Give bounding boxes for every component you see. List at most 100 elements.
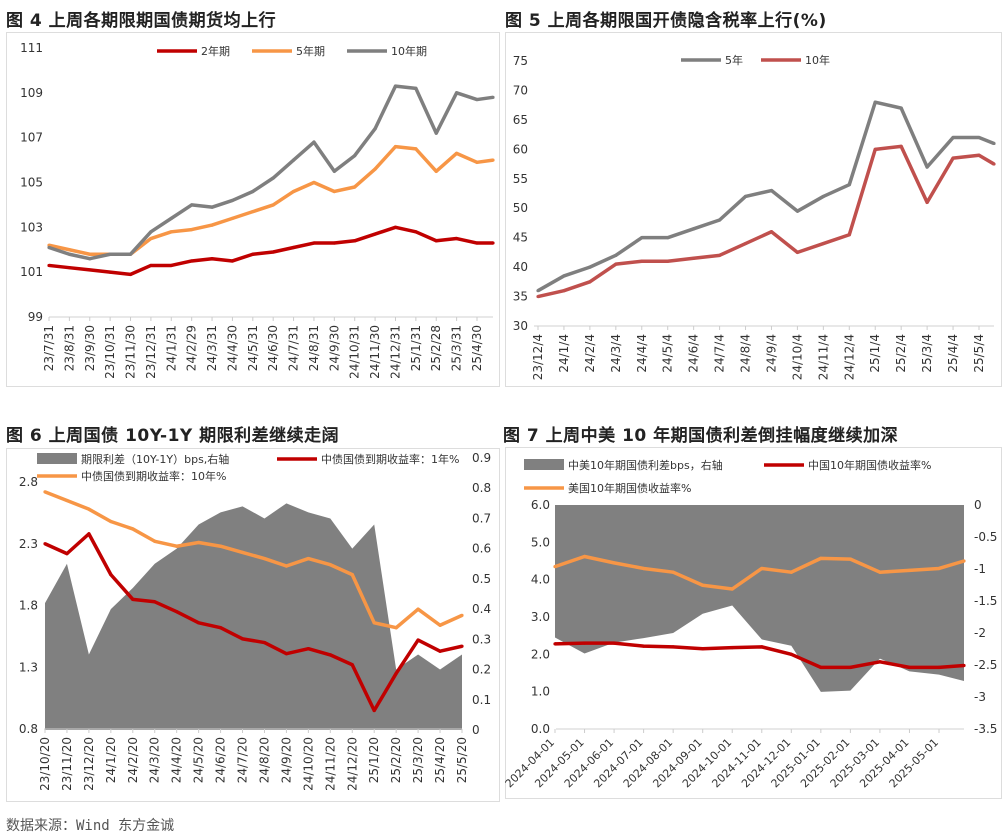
chart5-panel: 30 35 40 45 50 55 60 65 70 75 23/12/4 24/1/4 24/2/4 2… — [505, 32, 1002, 387]
x-tick-label: 23/12/31 — [144, 325, 158, 379]
y-tick-label: 2.8 — [19, 475, 38, 489]
data-point — [251, 252, 255, 256]
data-point — [951, 156, 955, 160]
y-tick-label: 99 — [28, 310, 43, 324]
data-point — [460, 644, 464, 648]
x-tick-label: 23/7/31 — [42, 325, 56, 371]
data-point — [131, 597, 135, 601]
y2-tick-label: 0.1 — [472, 693, 491, 707]
data-point — [190, 227, 194, 232]
x-tick-label: 24/12/4 — [842, 334, 856, 380]
data-point — [149, 263, 153, 268]
data-point — [312, 180, 316, 185]
data-point — [197, 621, 201, 625]
x-tick-label: 24/4/30 — [225, 325, 239, 371]
x-tick-label: 25/2/20 — [389, 737, 403, 783]
chart4-title: 图 4 上周各期限期国债期货均上行 — [6, 11, 277, 31]
data-point — [614, 262, 618, 266]
data-point — [218, 544, 223, 548]
data-point — [153, 600, 157, 604]
legend-label: 中债国债到期收益率：10年% — [81, 469, 226, 483]
data-point — [553, 565, 557, 569]
x-tick-label: 23/12/20 — [82, 737, 96, 791]
data-point — [190, 203, 194, 207]
data-point — [393, 84, 398, 88]
data-point — [760, 566, 764, 571]
data-point — [819, 556, 823, 560]
x-tick-label: 24/4/20 — [170, 737, 184, 783]
x-tick-label: 24/8/31 — [307, 325, 321, 371]
y2-tick-label: -1 — [974, 562, 986, 576]
data-point — [291, 158, 296, 162]
x-tick-label: 24/9/20 — [279, 737, 293, 783]
y-tick-label: 45 — [513, 231, 528, 245]
data-point — [671, 645, 675, 649]
data-point — [977, 153, 981, 157]
x-tick-label: 23/8/31 — [62, 325, 76, 371]
chart6-panel: 0.8 1.3 1.8 2.3 2.8 0 0.1 0.2 0.3 0.4 0.5 0.6 0.7 0.8… — [6, 448, 500, 802]
data-point — [312, 140, 316, 144]
data-point — [614, 253, 618, 257]
x-tick-label: 24/3/20 — [148, 737, 162, 783]
y-tick-label: 75 — [513, 54, 528, 68]
data-point — [149, 236, 153, 241]
data-point — [612, 641, 616, 645]
x-tick-label: 24/5/4 — [661, 334, 675, 373]
data-point — [455, 236, 459, 241]
data-point — [67, 248, 71, 252]
data-point — [416, 638, 420, 642]
y-tick-label: 6.0 — [531, 498, 550, 512]
data-point — [937, 665, 941, 669]
data-point — [262, 640, 267, 645]
legend-label: 2年期 — [201, 44, 230, 58]
series-line — [44, 532, 463, 713]
data-point — [937, 566, 941, 571]
data-point — [847, 233, 851, 237]
data-point — [588, 265, 592, 269]
data-point — [701, 583, 705, 587]
y-tick-label: 103 — [20, 220, 43, 234]
y2-tick-label: -3.5 — [974, 722, 997, 736]
data-point — [821, 241, 825, 246]
x-tick-label: 24/3/4 — [609, 334, 623, 373]
data-point — [328, 653, 332, 657]
data-point — [692, 256, 696, 260]
x-tick-label: 24/3/31 — [205, 325, 219, 371]
data-point — [251, 210, 255, 214]
data-point — [536, 289, 540, 293]
data-point — [475, 241, 479, 245]
data-point — [789, 652, 793, 656]
data-point — [873, 147, 877, 151]
x-tick-label: 25/4/20 — [433, 737, 447, 783]
data-point — [536, 294, 540, 299]
x-tick-label: 23/11/30 — [124, 325, 138, 379]
data-point — [88, 268, 92, 272]
x-tick-label: 25/1/20 — [367, 737, 381, 783]
x-tick-label: 23/10/31 — [103, 325, 117, 379]
data-point — [394, 626, 398, 630]
data-point — [925, 165, 929, 169]
data-point — [131, 527, 135, 531]
chart7-panel: 0.0 1.0 2.0 3.0 4.0 5.0 6.0 -3.5 -3 -2.5 -2 -1.5 -1 -… — [503, 447, 1002, 799]
data-point — [210, 257, 214, 261]
chart5-svg: 30 35 40 45 50 55 60 65 70 75 23/12/4 24/1/4 24/2/4 2… — [513, 53, 996, 380]
data-point — [455, 151, 459, 155]
x-tick-label: 24/5/31 — [246, 325, 260, 371]
y-tick-label: 1.0 — [531, 685, 550, 699]
data-point — [562, 274, 566, 278]
data-point — [962, 559, 966, 563]
data-point — [438, 649, 442, 653]
data-point — [353, 239, 357, 243]
y-tick-label: 60 — [513, 142, 528, 156]
y2-tick-label: -3 — [974, 690, 986, 704]
x-tick-label: 25/5/20 — [455, 737, 469, 783]
data-point — [475, 97, 479, 102]
data-point — [65, 552, 69, 556]
data-point — [328, 563, 332, 567]
y-tick-label: 55 — [513, 172, 528, 186]
data-point — [175, 544, 179, 548]
y2-tick-label: 0.2 — [472, 663, 491, 677]
data-point — [169, 263, 173, 268]
data-point — [416, 607, 420, 611]
x-tick-label: 25/2/4 — [894, 334, 908, 373]
